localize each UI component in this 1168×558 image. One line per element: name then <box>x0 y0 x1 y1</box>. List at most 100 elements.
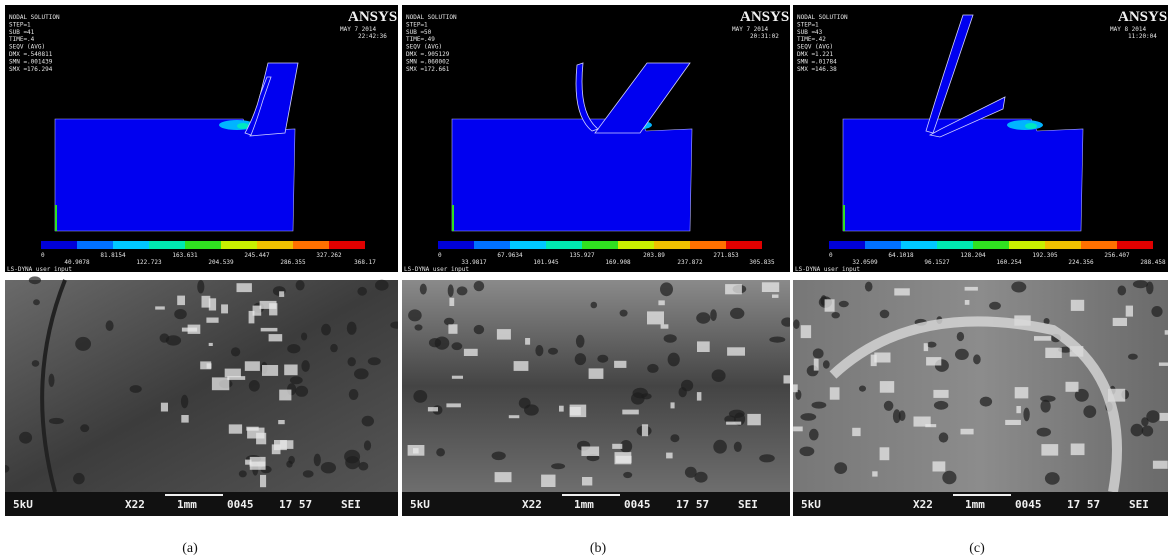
simulation-header-line: DMX =1.221 <box>797 51 834 58</box>
pore <box>576 335 585 348</box>
pore <box>769 337 785 343</box>
colorbar-label: 0 <box>41 252 45 259</box>
debris <box>1071 300 1084 311</box>
debris <box>933 390 948 398</box>
pore <box>375 280 389 291</box>
pore <box>524 404 539 415</box>
debris <box>1005 420 1021 425</box>
colorbar-label: 288.458 <box>1140 259 1166 266</box>
colorbar-segment <box>829 241 865 249</box>
simulation-header-line: SMX =176.294 <box>9 66 53 73</box>
colorbar-label: 286.355 <box>280 259 306 266</box>
colorbar-segment <box>293 241 329 249</box>
simulation-footer: LS-DYNA user input <box>795 266 860 273</box>
pore <box>1023 408 1029 422</box>
debris <box>206 318 218 323</box>
pore <box>989 302 1001 310</box>
simulation-header-line: STEP=1 <box>9 21 31 28</box>
debris <box>801 325 811 338</box>
simulation-header-line: SUB =41 <box>9 29 35 36</box>
pore <box>729 410 745 418</box>
pore <box>1146 410 1159 423</box>
simulation-header-line: NODAL SOLUTION <box>9 14 60 21</box>
pore <box>832 312 840 318</box>
debris <box>747 414 761 425</box>
pore <box>296 280 305 290</box>
debris <box>209 343 213 346</box>
simulation-footer: LS-DYNA user input <box>7 266 72 273</box>
pore <box>620 310 628 317</box>
simulation-footer: LS-DYNA user input <box>404 266 469 273</box>
debris <box>525 338 530 345</box>
simulation-header-line: SMN =.060002 <box>406 58 450 65</box>
pore <box>174 309 187 319</box>
pore <box>415 324 423 330</box>
debris <box>924 343 928 351</box>
debris <box>495 472 512 482</box>
colorbar-segment <box>438 241 474 249</box>
pore <box>295 386 308 397</box>
debris <box>622 410 639 415</box>
pore <box>712 369 726 382</box>
colorbar-segment <box>221 241 257 249</box>
debris <box>725 284 742 294</box>
stress-zone <box>1007 120 1043 130</box>
caption: (c) <box>969 541 985 556</box>
image-number: 0045 <box>1015 498 1042 511</box>
image-number: 0045 <box>227 498 254 511</box>
colorbar-segment <box>1045 241 1081 249</box>
pore <box>49 418 64 424</box>
colorbar-label: 192.305 <box>1032 252 1058 259</box>
stress-core <box>1025 123 1037 129</box>
debris <box>666 453 673 459</box>
debris <box>1045 348 1062 358</box>
pore <box>349 389 359 400</box>
simulation-header-line: SMN =.001439 <box>9 58 53 65</box>
caption: (a) <box>182 541 198 556</box>
colorbar-segment <box>329 241 365 249</box>
debris <box>726 422 741 425</box>
scale-label: 1mm <box>177 498 197 511</box>
colorbar-label: 64.1018 <box>888 252 914 259</box>
simulation-header-line: NODAL SOLUTION <box>797 14 848 21</box>
pore <box>492 452 506 461</box>
pore <box>429 338 441 347</box>
colorbar-label: 245.447 <box>244 252 270 259</box>
pore <box>696 312 710 323</box>
pore <box>980 397 992 407</box>
pore <box>362 416 374 427</box>
debris <box>793 427 803 432</box>
pore <box>347 322 357 335</box>
detector: SEI <box>738 498 758 511</box>
pore <box>106 320 114 331</box>
pore <box>1083 405 1096 418</box>
pore <box>457 286 468 295</box>
debris <box>642 424 648 436</box>
debris <box>279 390 291 401</box>
debris <box>1041 444 1058 456</box>
pore <box>1041 400 1051 413</box>
debris <box>872 471 877 476</box>
debris <box>614 361 626 368</box>
debris <box>814 359 819 371</box>
simulation-header-line: SUB =43 <box>797 29 823 36</box>
debris <box>661 324 669 328</box>
pore <box>390 322 402 329</box>
caption: (b) <box>590 541 607 556</box>
debris <box>825 299 835 311</box>
pore <box>670 434 679 442</box>
colorbar-segment <box>618 241 654 249</box>
debris <box>200 361 211 369</box>
pore <box>548 348 558 355</box>
pore <box>364 440 371 450</box>
simulation-header-line: SMX =146.38 <box>797 66 837 73</box>
pore <box>321 324 331 336</box>
image-number: 0045 <box>624 498 651 511</box>
ansys-logo: ANSYS <box>740 9 789 25</box>
debris <box>408 445 425 456</box>
pore <box>181 395 188 408</box>
colorbar-segment <box>41 241 77 249</box>
colorbar-segment <box>726 241 762 249</box>
debris <box>570 405 587 418</box>
